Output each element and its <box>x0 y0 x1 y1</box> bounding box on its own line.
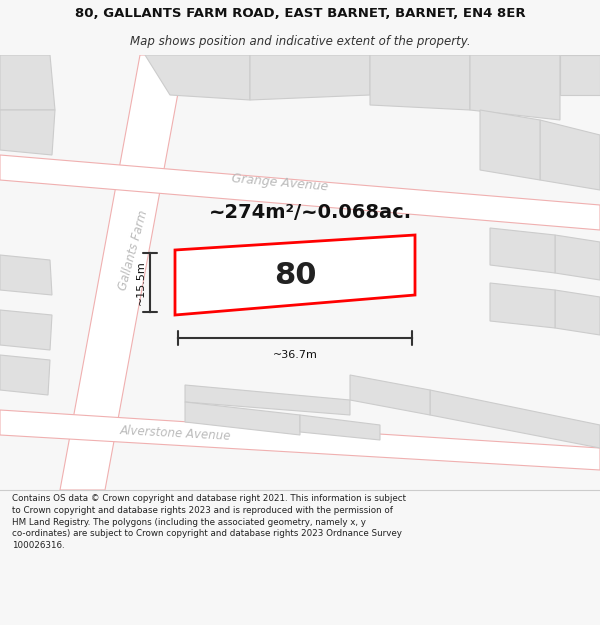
Polygon shape <box>490 228 555 273</box>
Text: ~274m²/~0.068ac.: ~274m²/~0.068ac. <box>208 202 412 221</box>
Polygon shape <box>555 290 600 335</box>
Polygon shape <box>540 120 600 190</box>
Text: 80, GALLANTS FARM ROAD, EAST BARNET, BARNET, EN4 8ER: 80, GALLANTS FARM ROAD, EAST BARNET, BAR… <box>74 8 526 20</box>
Polygon shape <box>370 55 470 110</box>
Polygon shape <box>185 385 350 415</box>
Polygon shape <box>0 355 50 395</box>
Polygon shape <box>0 310 52 350</box>
Polygon shape <box>0 255 52 295</box>
Polygon shape <box>480 110 540 180</box>
Polygon shape <box>300 415 380 440</box>
Text: Contains OS data © Crown copyright and database right 2021. This information is : Contains OS data © Crown copyright and d… <box>12 494 406 550</box>
Polygon shape <box>560 55 600 95</box>
Polygon shape <box>0 110 55 155</box>
Text: Map shows position and indicative extent of the property.: Map shows position and indicative extent… <box>130 35 470 48</box>
Polygon shape <box>470 55 560 120</box>
Polygon shape <box>185 402 300 435</box>
Polygon shape <box>350 375 430 415</box>
Polygon shape <box>175 235 415 315</box>
Polygon shape <box>0 155 600 230</box>
Text: 80: 80 <box>274 261 316 289</box>
Text: Alverstone Avenue: Alverstone Avenue <box>119 424 231 442</box>
Text: Grange Avenue: Grange Avenue <box>231 173 329 194</box>
Polygon shape <box>60 55 185 490</box>
Text: Gallants Farm: Gallants Farm <box>116 209 150 291</box>
Polygon shape <box>430 390 600 448</box>
Polygon shape <box>145 55 250 100</box>
Polygon shape <box>0 55 55 110</box>
Text: ~36.7m: ~36.7m <box>272 350 317 360</box>
Polygon shape <box>0 410 600 470</box>
Polygon shape <box>490 283 555 328</box>
Text: ~15.5m: ~15.5m <box>136 260 146 305</box>
Polygon shape <box>555 235 600 280</box>
Polygon shape <box>250 55 370 100</box>
